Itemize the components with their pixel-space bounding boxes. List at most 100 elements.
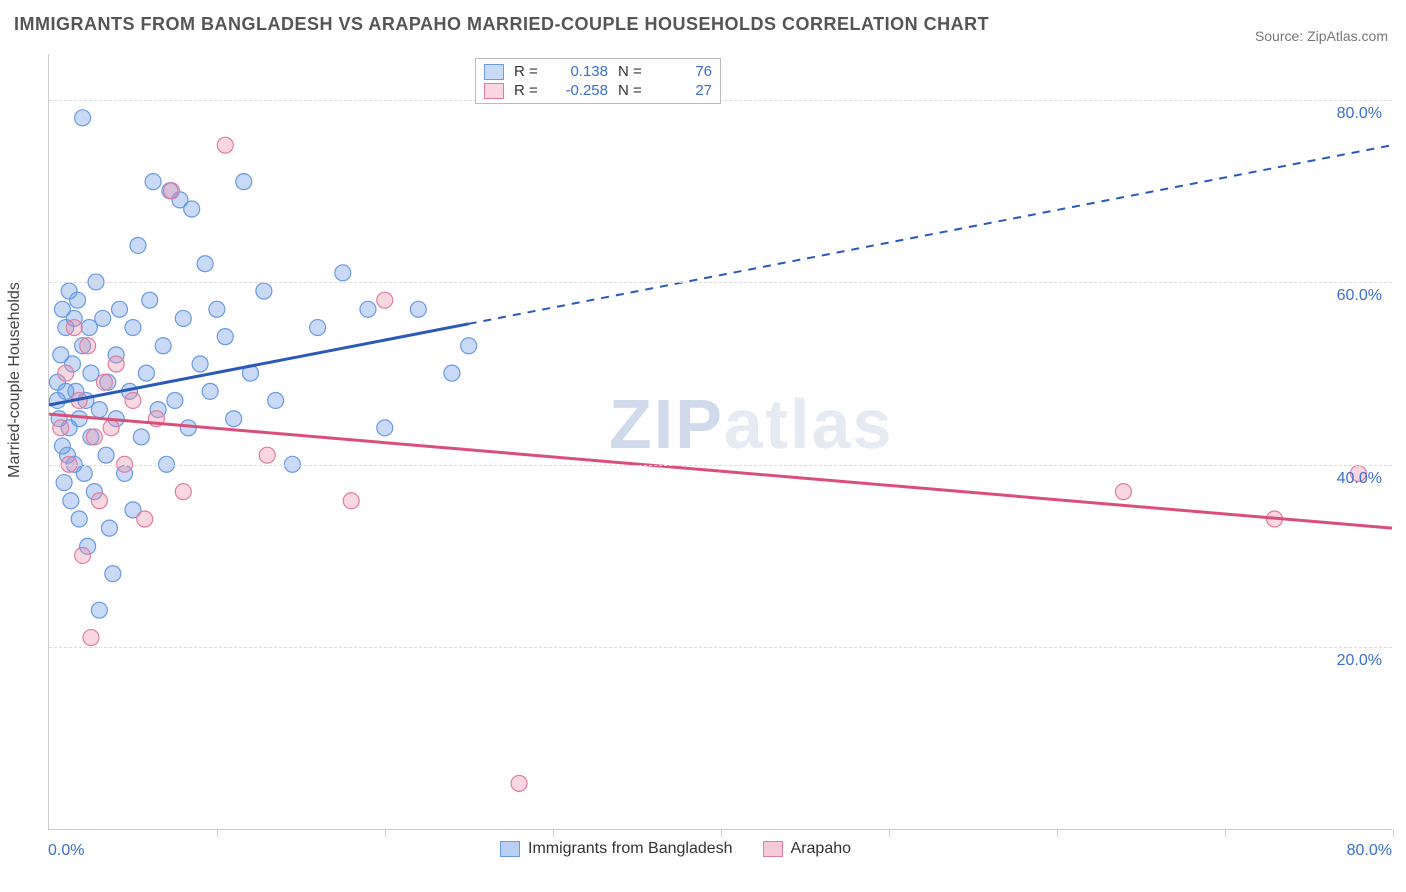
legend-swatch-series-2 [484, 83, 504, 99]
scatter-point [70, 292, 86, 308]
scatter-point [91, 402, 107, 418]
x-tick [1225, 829, 1226, 837]
scatter-point [410, 301, 426, 317]
scatter-point [511, 775, 527, 791]
scatter-point [343, 493, 359, 509]
scatter-point [217, 329, 233, 345]
scatter-point [184, 201, 200, 217]
n-value-1: 76 [658, 63, 712, 80]
series-legend-label-1: Immigrants from Bangladesh [528, 840, 733, 858]
scatter-point [335, 265, 351, 281]
scatter-point [95, 310, 111, 326]
scatter-point [83, 630, 99, 646]
x-axis-origin-label: 0.0% [48, 842, 84, 860]
scatter-point [175, 310, 191, 326]
scatter-point [167, 392, 183, 408]
scatter-point [137, 511, 153, 527]
y-tick-label: 40.0% [1337, 470, 1382, 488]
scatter-point [268, 392, 284, 408]
y-axis-label: Married-couple Households [6, 282, 24, 478]
series-legend-item: Arapaho [763, 840, 852, 858]
scatter-point [155, 338, 171, 354]
scatter-point [142, 292, 158, 308]
trend-line [49, 414, 1392, 528]
scatter-point [58, 365, 74, 381]
scatter-point [259, 447, 275, 463]
plot-area: ZIPatlas 20.0%40.0%60.0%80.0% [48, 54, 1392, 830]
scatter-point [105, 566, 121, 582]
scatter-point [360, 301, 376, 317]
y-tick-label: 80.0% [1337, 105, 1382, 123]
scatter-point [377, 292, 393, 308]
scatter-point [175, 484, 191, 500]
legend-swatch-series-2 [763, 841, 783, 857]
grid-line [49, 465, 1392, 466]
series-legend-item: Immigrants from Bangladesh [500, 840, 733, 858]
correlation-legend-row: R = -0.258 N = 27 [484, 82, 712, 99]
scatter-point [125, 320, 141, 336]
n-value-2: 27 [658, 82, 712, 99]
scatter-point [444, 365, 460, 381]
scatter-point [112, 301, 128, 317]
x-tick [553, 829, 554, 837]
scatter-point [202, 383, 218, 399]
r-label: R = [514, 63, 544, 80]
scatter-point [138, 365, 154, 381]
scatter-point [217, 137, 233, 153]
scatter-point [56, 475, 72, 491]
scatter-point [101, 520, 117, 536]
scatter-point [96, 374, 112, 390]
correlation-legend-row: R = 0.138 N = 76 [484, 63, 712, 80]
x-tick [385, 829, 386, 837]
chart-title: IMMIGRANTS FROM BANGLADESH VS ARAPAHO MA… [14, 14, 989, 35]
y-tick-label: 60.0% [1337, 287, 1382, 305]
scatter-point [108, 356, 124, 372]
scatter-point [197, 256, 213, 272]
scatter-point [66, 320, 82, 336]
x-axis-end-label: 80.0% [1347, 842, 1392, 860]
scatter-point [192, 356, 208, 372]
x-tick [889, 829, 890, 837]
scatter-point [226, 411, 242, 427]
scatter-point [71, 511, 87, 527]
scatter-point [86, 429, 102, 445]
scatter-point [461, 338, 477, 354]
scatter-point [209, 301, 225, 317]
scatter-point [377, 420, 393, 436]
scatter-point [53, 420, 69, 436]
legend-swatch-series-1 [500, 841, 520, 857]
x-tick [721, 829, 722, 837]
scatter-point [98, 447, 114, 463]
series-legend-label-2: Arapaho [791, 840, 852, 858]
r-value-1: 0.138 [554, 63, 608, 80]
scatter-point [125, 392, 141, 408]
scatter-point [76, 465, 92, 481]
correlation-legend: R = 0.138 N = 76 R = -0.258 N = 27 [475, 58, 721, 104]
n-label: N = [618, 82, 648, 99]
n-label: N = [618, 63, 648, 80]
series-legend: Immigrants from Bangladesh Arapaho [500, 840, 851, 858]
scatter-point [130, 237, 146, 253]
scatter-point [310, 320, 326, 336]
grid-line [49, 282, 1392, 283]
r-label: R = [514, 82, 544, 99]
scatter-point [103, 420, 119, 436]
x-tick [1393, 829, 1394, 837]
grid-line [49, 647, 1392, 648]
scatter-point [256, 283, 272, 299]
scatter-point [80, 338, 96, 354]
scatter-point [236, 174, 252, 190]
scatter-point [91, 602, 107, 618]
scatter-point [1115, 484, 1131, 500]
y-tick-label: 20.0% [1337, 652, 1382, 670]
x-tick [1057, 829, 1058, 837]
source-attribution: Source: ZipAtlas.com [1255, 28, 1388, 44]
legend-swatch-series-1 [484, 64, 504, 80]
scatter-point [91, 493, 107, 509]
trend-line-dashed [469, 145, 1392, 324]
chart-svg [49, 54, 1392, 829]
scatter-point [145, 174, 161, 190]
scatter-point [63, 493, 79, 509]
x-tick [217, 829, 218, 837]
scatter-point [71, 411, 87, 427]
